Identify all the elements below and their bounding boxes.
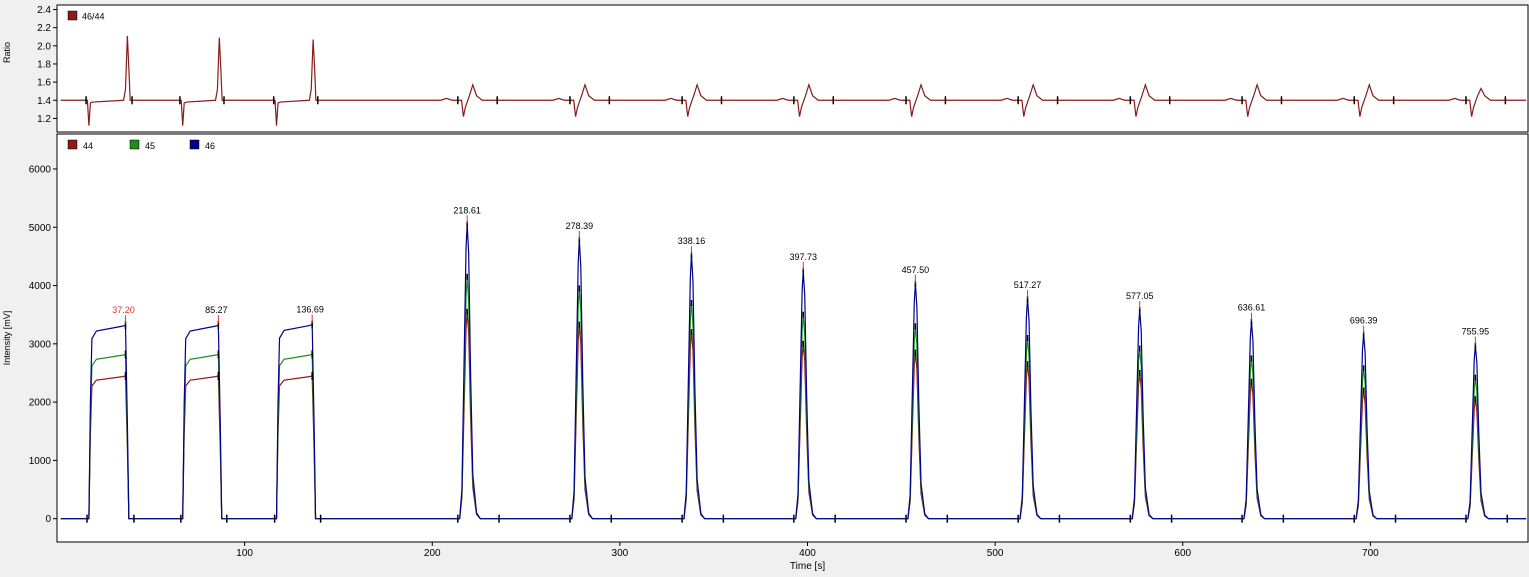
peak-retention-label: 37.20 — [112, 305, 135, 315]
ratio-y-tick-label: 1.8 — [37, 59, 51, 70]
peak-retention-label: 577.05 — [1126, 291, 1154, 301]
ratio-y-tick-label: 1.2 — [37, 114, 51, 125]
ratio-y-tick-label: 2.2 — [37, 23, 51, 34]
peak-retention-label: 636.61 — [1238, 303, 1266, 313]
peak-retention-label: 755.95 — [1462, 327, 1490, 337]
ratio-plot-area — [56, 4, 1529, 133]
intensity-y-tick-label: 3000 — [29, 339, 52, 350]
ratio-y-tick-label: 2.4 — [37, 5, 51, 16]
legend-swatch-46 — [189, 139, 200, 150]
legend-label-45: 45 — [145, 141, 155, 151]
ratio-y-axis-label: Ratio — [2, 42, 12, 63]
intensity-y-tick-label: 2000 — [29, 398, 52, 409]
peak-retention-label: 136.69 — [296, 305, 324, 315]
intensity-y-tick-label: 6000 — [29, 164, 52, 175]
x-axis-tick-label: 600 — [1174, 548, 1191, 559]
peak-retention-label: 397.73 — [789, 252, 817, 262]
peak-retention-label: 338.16 — [678, 236, 706, 246]
x-axis-label: Time [s] — [790, 561, 825, 572]
intensity-plot-area — [56, 133, 1529, 543]
intensity-y-tick-label: 1000 — [29, 456, 52, 467]
x-axis-tick-label: 400 — [799, 548, 816, 559]
peak-retention-label: 696.39 — [1350, 316, 1378, 326]
legend-label-46: 46 — [205, 141, 215, 151]
peak-retention-label: 517.27 — [1014, 280, 1042, 290]
peak-retention-label: 278.39 — [566, 221, 594, 231]
intensity-y-axis-label: Intensity [mV] — [2, 311, 12, 366]
intensity-y-tick-label: 5000 — [29, 223, 52, 234]
series-46 — [60, 224, 1527, 520]
x-axis-tick-label: 200 — [424, 548, 441, 559]
intensity-y-tick-label: 4000 — [29, 281, 52, 292]
peak-retention-label: 218.61 — [453, 205, 481, 215]
peak-retention-label: 457.50 — [902, 265, 930, 275]
ratio-legend-swatch — [67, 10, 78, 21]
ratio-legend-label: 46/44 — [82, 12, 105, 22]
legend-label-44: 44 — [83, 141, 93, 151]
ratio-series-46-44 — [60, 35, 1527, 126]
ratio-y-tick-label: 2.0 — [37, 41, 51, 52]
x-axis-tick-label: 500 — [987, 548, 1004, 559]
x-axis-tick-label: 700 — [1362, 548, 1379, 559]
legend-swatch-45 — [129, 139, 140, 150]
ratio-y-tick-label: 1.6 — [37, 78, 51, 89]
ratio-y-tick-label: 1.4 — [37, 96, 51, 107]
legend-swatch-44 — [67, 139, 78, 150]
ratio-panel: Ratio 1.2 1.4 1.6 1.8 2.0 2.2 2.4 46/44 — [2, 4, 1529, 133]
x-axis-tick-label: 300 — [612, 548, 629, 559]
x-axis-tick-label: 100 — [236, 548, 253, 559]
intensity-panel: Intensity [mV] 0 1000 2000 3000 4000 5000 6000 1… — [2, 133, 1529, 572]
peak-retention-label: 85.27 — [205, 305, 228, 315]
intensity-y-tick-label: 0 — [45, 514, 51, 525]
